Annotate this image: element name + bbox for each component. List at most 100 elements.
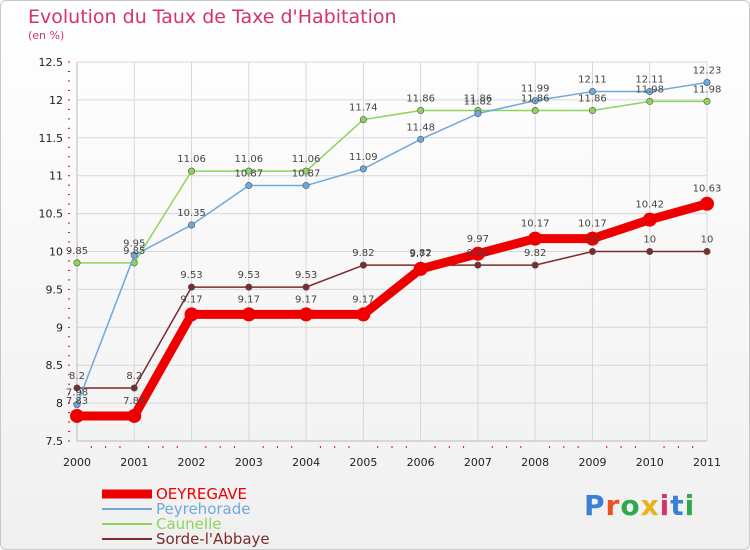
- data-label: 10.17: [521, 219, 550, 230]
- data-label: 11.09: [349, 152, 378, 163]
- data-label: 9.77: [410, 249, 432, 260]
- data-point: [531, 261, 539, 269]
- data-label: 11.82: [464, 97, 493, 108]
- data-point: [130, 384, 138, 392]
- grid-layer: [76, 61, 708, 442]
- data-point: [245, 167, 253, 175]
- data-label: 8.2: [69, 371, 85, 382]
- data-label: 10.35: [177, 208, 206, 219]
- legend-layer: OEYREGAVEPeyrehoradeCaunelleSorde-l'Abba…: [102, 485, 270, 548]
- data-point: [184, 307, 199, 322]
- data-point: [642, 212, 657, 227]
- data-label: 7.98: [66, 388, 88, 399]
- data-label: 9.95: [123, 238, 145, 249]
- data-label: 9.85: [123, 246, 145, 257]
- data-point: [359, 165, 367, 173]
- data-label: 9.85: [66, 246, 88, 257]
- data-point: [528, 231, 543, 246]
- logo-letter: i: [684, 489, 696, 522]
- data-point: [356, 307, 371, 322]
- data-label: 11.99: [521, 84, 550, 95]
- data-label: 8.2: [126, 371, 142, 382]
- x-tick-label: 2003: [235, 456, 263, 469]
- data-point: [302, 283, 310, 291]
- data-point: [188, 221, 196, 229]
- logo-letter: o: [620, 489, 641, 522]
- data-point: [130, 251, 138, 259]
- y-tick-label: 9: [56, 321, 63, 334]
- y-tick-label: 10.5: [39, 208, 64, 221]
- logo-letter: r: [605, 489, 621, 522]
- data-point: [585, 231, 600, 246]
- data-label: 12.23: [693, 65, 722, 76]
- data-point: [241, 307, 256, 322]
- data-label: 10: [701, 235, 714, 246]
- data-point: [417, 107, 425, 115]
- data-label: 10: [586, 235, 599, 246]
- series-line-1: [76, 81, 708, 406]
- data-point: [531, 97, 539, 105]
- data-label: 10: [643, 235, 656, 246]
- data-point: [302, 167, 310, 175]
- legend-label: Sorde-l'Abbaye: [156, 530, 270, 548]
- x-tick-label: 2007: [464, 456, 492, 469]
- y-tick-label: 12: [49, 94, 63, 107]
- x-tick-label: 2000: [63, 456, 91, 469]
- data-point: [359, 116, 367, 124]
- data-point: [73, 384, 81, 392]
- data-point: [703, 97, 711, 105]
- chart-title: Evolution du Taux de Taxe d'Habitation: [28, 6, 397, 28]
- data-point: [703, 78, 711, 86]
- data-label: 11.86: [521, 94, 550, 105]
- data-point: [245, 182, 253, 190]
- data-label: 9.82: [410, 248, 432, 259]
- data-point: [245, 283, 253, 291]
- x-tick-label: 2011: [693, 456, 721, 469]
- data-label: 11.98: [693, 84, 722, 95]
- data-label: 9.53: [180, 270, 202, 281]
- data-label: 9.17: [238, 294, 260, 305]
- label-layer: 7.83 7.83 9.17 9.17 9.17 9.17 9.77 9.97 10.17 10.…: [66, 65, 721, 407]
- data-label: 10.87: [292, 169, 321, 180]
- data-point: [588, 88, 596, 96]
- y-tick-label: 7.5: [46, 435, 64, 448]
- data-label: 12.11: [635, 75, 664, 86]
- x-tick-label: 2001: [120, 456, 148, 469]
- data-point: [470, 246, 485, 261]
- data-point: [302, 182, 310, 190]
- data-point: [646, 88, 654, 96]
- data-label: 11.86: [578, 94, 607, 105]
- data-label: 9.17: [295, 294, 317, 305]
- y-tick-label: 9.5: [46, 283, 64, 296]
- y-tick-label: 12.5: [39, 56, 64, 69]
- data-point: [188, 167, 196, 175]
- data-point: [127, 408, 142, 423]
- x-tick-label: 2008: [521, 456, 549, 469]
- data-label: 11.06: [177, 154, 206, 165]
- data-point: [73, 401, 81, 409]
- x-tick-label: 2006: [407, 456, 435, 469]
- data-label: 10.17: [578, 219, 607, 230]
- data-label: 9.97: [467, 234, 489, 245]
- data-label: 9.82: [467, 248, 489, 259]
- data-point: [474, 261, 482, 269]
- series-layer: [70, 78, 714, 423]
- x-tick-label: 2002: [178, 456, 206, 469]
- y-tick-label: 8: [56, 397, 63, 410]
- data-point: [73, 259, 81, 267]
- logo-letter: i: [659, 489, 671, 522]
- x-tick-label: 2004: [292, 456, 320, 469]
- x-tick-label: 2005: [349, 456, 377, 469]
- data-point: [531, 107, 539, 115]
- data-label: 11.06: [292, 154, 321, 165]
- data-point: [588, 107, 596, 115]
- data-label: 9.53: [295, 270, 317, 281]
- chart-subtitle: (en %): [28, 29, 65, 42]
- data-point: [703, 248, 711, 256]
- data-label: 11.06: [234, 154, 263, 165]
- legend-label: Peyrehorade: [156, 500, 250, 518]
- data-label: 10.42: [635, 200, 664, 211]
- data-label: 9.53: [238, 270, 260, 281]
